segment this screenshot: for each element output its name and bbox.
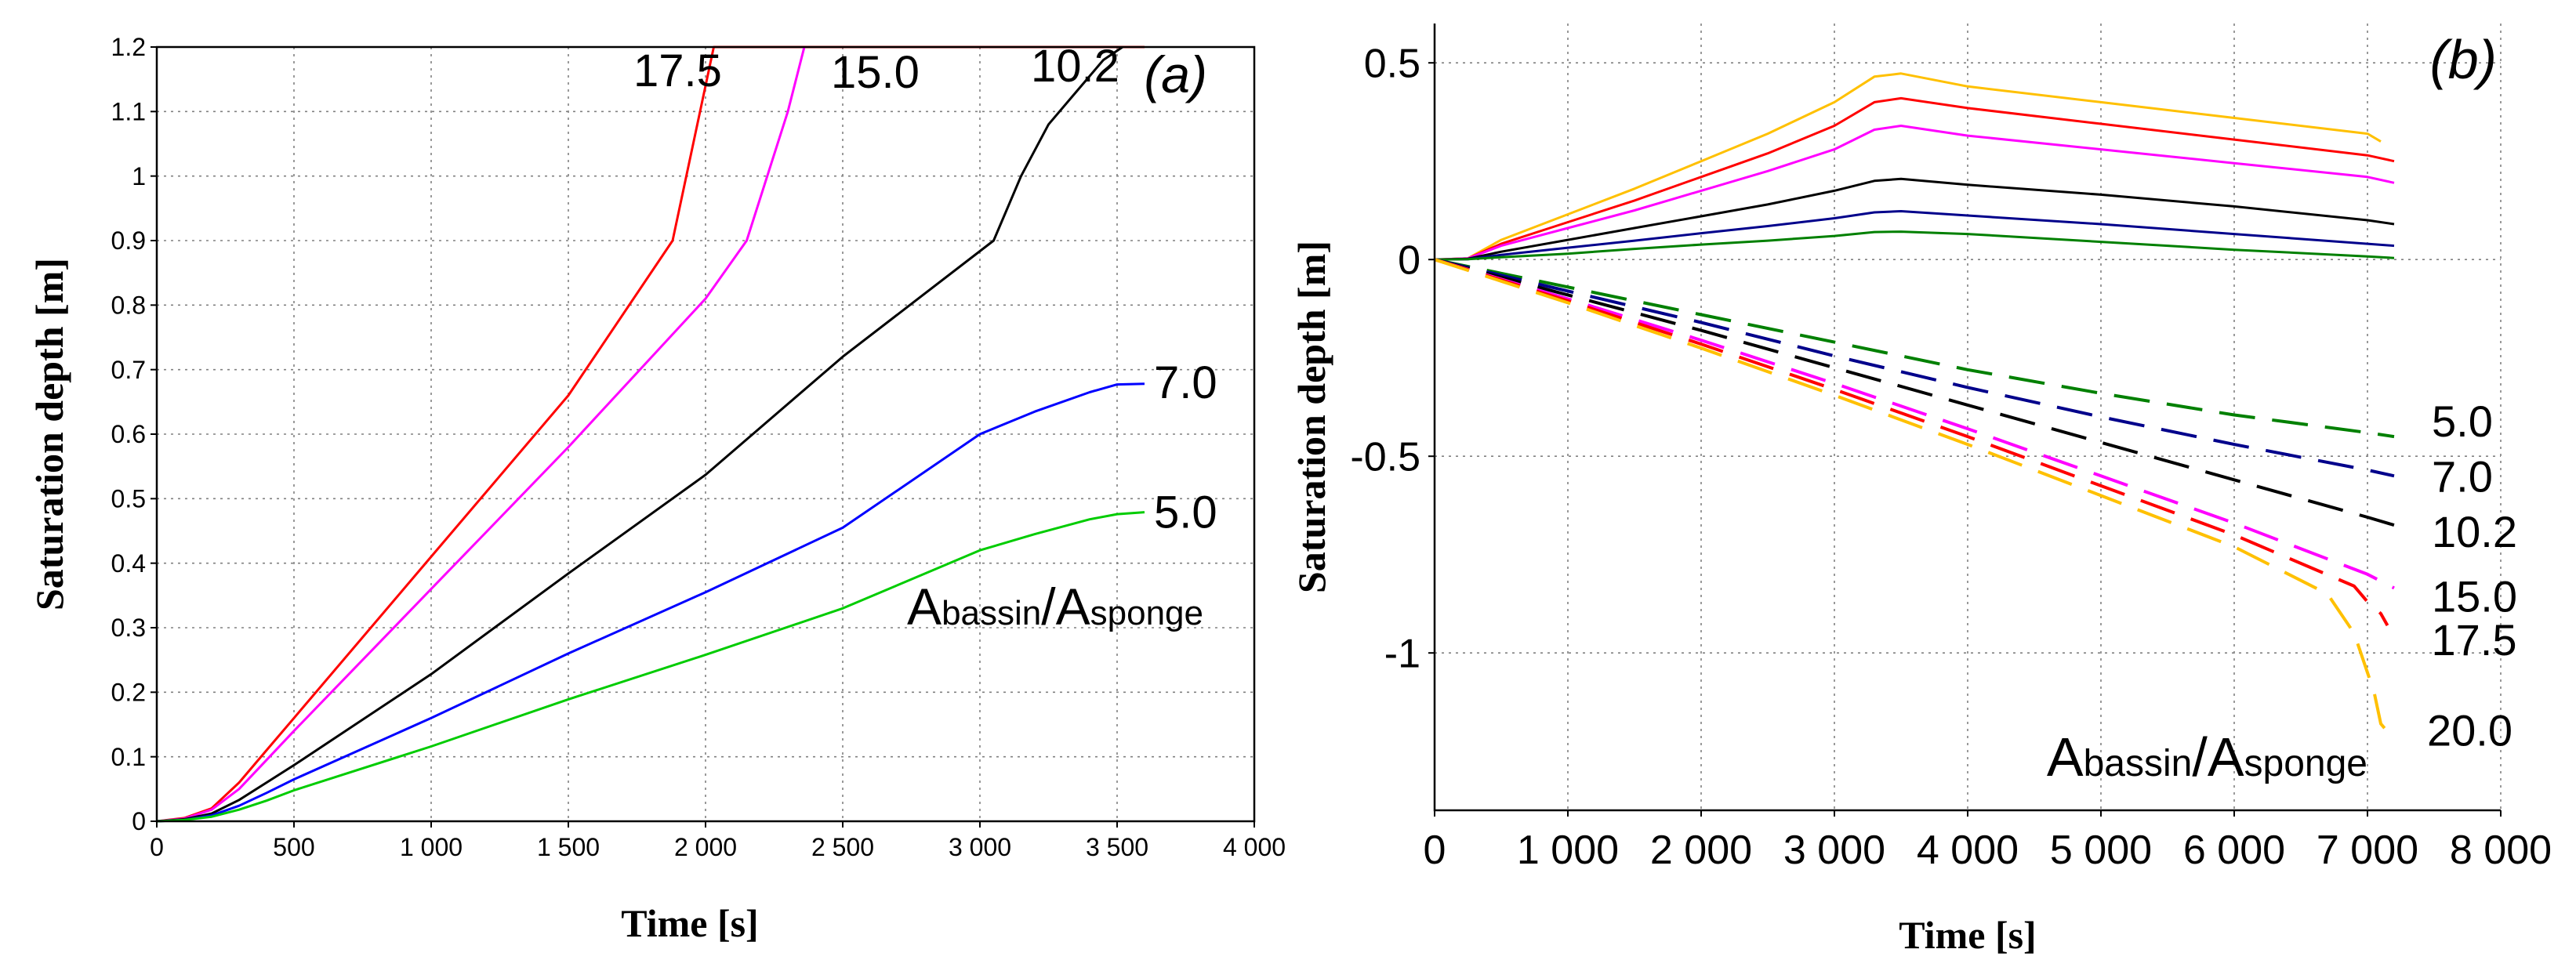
panel-a-series-15-0: [156, 46, 806, 823]
panel-b-x-tick-label: 1 000: [1517, 828, 1619, 873]
legend-a-sub-2: sponge: [1090, 594, 1203, 632]
panel-b-x-tick-label: 0: [1424, 828, 1446, 873]
panel-a-label: (a): [1144, 45, 1207, 103]
panel-b-series-10-2-dashed: [1434, 258, 2395, 527]
panel-a-x-tick-label: 500: [273, 833, 314, 861]
panel-b-series-5-0-dashed: [1434, 258, 2395, 439]
panel-a-y-axis-title: Saturation depth [m]: [27, 258, 71, 610]
panel-a-x-tick-label: 2 500: [811, 833, 874, 861]
legend-a-separator: /: [1041, 578, 1056, 636]
panel-a-x-tick-label: 1 500: [537, 833, 600, 861]
legend-a-main-1: A: [907, 578, 942, 636]
panel-a-y-tick-label: 0.5: [111, 485, 146, 513]
panel-b-x-tick-label: 8 000: [2450, 828, 2552, 873]
panel-b: 0 1 000 2 000 3 000 4 000 5 000 6 000 7 000 8 00…: [1290, 24, 2552, 957]
panel-b-curve-label: 10.2: [2432, 507, 2517, 556]
panel-b-series-solid-3: [1434, 177, 2395, 261]
panel-a-y-tick-label: 0.7: [111, 356, 146, 384]
panel-b-series-solid-1: [1434, 96, 2395, 261]
panel-b-y-tick-label: 0: [1398, 237, 1420, 283]
panel-a-legend-title: Abassin/Asponge: [907, 578, 1203, 636]
panel-b-x-axis-title: Time [s]: [1899, 913, 2036, 957]
panel-a-y-tick-label: 0.1: [111, 743, 146, 771]
panel-b-curve-label: 5.0: [2432, 397, 2493, 446]
panel-a-y-tick-label: 0.4: [111, 549, 146, 578]
panel-a-series-5-0: [156, 511, 1145, 823]
legend-a-main-2: A: [1056, 578, 1090, 636]
panel-b-y-axis-title: Saturation depth [m]: [1290, 241, 1333, 593]
panel-b-series-17-5-dashed: [1434, 258, 2389, 627]
panel-b-series-7-0-dashed: [1434, 258, 2395, 478]
panel-b-label: (b): [2429, 29, 2497, 90]
panel-b-grid: [1435, 24, 2502, 810]
panel-b-x-tick-label: 2 000: [1650, 828, 1752, 873]
panel-a-x-tick-label: 3 000: [949, 833, 1011, 861]
panel-b-y-tick-label: -1: [1384, 631, 1420, 676]
panel-a-curve-label: 5.0: [1154, 487, 1217, 538]
panel-a-curve-label: 15.0: [831, 47, 920, 98]
panel-b-curve-label: 20.0: [2427, 706, 2513, 755]
panel-b-x-tick-label: 3 000: [1783, 828, 1885, 873]
panel-a-x-tick-label: 0: [150, 833, 164, 861]
panel-a-curves: [156, 45, 1145, 823]
panel-a-x-tick-label: 4 000: [1223, 833, 1286, 861]
panel-a-curve-labels: 17.5 15.0 10.2 7.0 5.0: [633, 41, 1217, 538]
panel-a-y-tick-label: 0.6: [111, 420, 146, 448]
panel-a: 0 500 1 000 1 500 2 000 2 500 3 000 3 500 4 000 …: [27, 33, 1286, 945]
panel-b-x-tick-label: 7 000: [2317, 828, 2418, 873]
panel-b-series-solid-4: [1434, 210, 2395, 261]
panel-b-curves: [1434, 72, 2396, 741]
legend-b-main-2: A: [2208, 726, 2244, 788]
panel-a-y-tick-label: 1.1: [111, 98, 146, 126]
panel-a-series-10-2: [156, 45, 1123, 823]
panel-b-legend-title: Abassin/Asponge: [2047, 726, 2367, 788]
panel-a-y-ticks: 0 0.1 0.2 0.3 0.4 0.5 0.6 0.7 0.8 0.9 1 1.1 1.2: [111, 33, 157, 835]
panel-a-grid: [157, 46, 1255, 821]
panel-b-x-tick-label: 4 000: [1917, 828, 2019, 873]
panel-a-x-tick-label: 1 000: [400, 833, 463, 861]
panel-b-series-solid-5: [1434, 230, 2395, 261]
legend-b-sub-1: bassin: [2084, 743, 2193, 784]
legend-b-main-1: A: [2047, 726, 2084, 788]
panel-b-x-tick-label: 5 000: [2050, 828, 2152, 873]
panel-b-curve-label: 7.0: [2432, 451, 2493, 501]
panel-a-x-ticks: 0 500 1 000 1 500 2 000 2 500 3 000 3 500 4 000: [150, 821, 1286, 861]
panel-a-y-tick-label: 0: [132, 807, 146, 835]
panel-a-curve-label: 10.2: [1031, 41, 1119, 92]
panel-a-series-7-0: [156, 382, 1145, 823]
panel-b-y-tick-label: 0.5: [1364, 41, 1420, 86]
legend-b-separator: /: [2192, 726, 2208, 788]
panel-b-y-tick-label: -0.5: [1350, 434, 1420, 480]
panel-a-x-tick-label: 3 500: [1086, 833, 1148, 861]
panel-a-y-tick-label: 1.2: [111, 33, 146, 61]
panel-b-frame: [1433, 24, 2501, 812]
panel-a-x-tick-label: 2 000: [674, 833, 737, 861]
panel-b-series-20-0-dashed: [1434, 258, 2396, 741]
legend-a-sub-1: bassin: [942, 594, 1041, 632]
panel-a-curve-label: 7.0: [1154, 357, 1217, 408]
panel-b-curve-label: 17.5: [2432, 615, 2517, 665]
panel-b-series-15-0-dashed: [1434, 258, 2395, 590]
panel-b-curve-labels: 5.0 7.0 10.2 15.017.5 20.0: [2427, 397, 2517, 755]
panel-a-y-tick-label: 0.8: [111, 292, 146, 320]
panel-b-series-solid-2: [1434, 125, 2395, 261]
panel-a-y-tick-label: 1: [132, 162, 146, 190]
legend-b-sub-2: sponge: [2244, 743, 2367, 784]
panel-a-x-axis-title: Time [s]: [621, 901, 758, 945]
panel-b-x-tick-label: 6 000: [2183, 828, 2285, 873]
panel-b-x-ticks: 0 1 000 2 000 3 000 4 000 5 000 6 000 7 000 8 00…: [1424, 810, 2552, 873]
panel-b-y-ticks: 0.5 0 -0.5 -1: [1350, 41, 1435, 676]
panel-a-y-tick-label: 0.2: [111, 679, 146, 707]
panel-b-curve-label: 15.0: [2432, 571, 2517, 621]
panel-a-y-tick-label: 0.9: [111, 226, 146, 255]
panel-b-series-solid-0: [1434, 72, 2382, 261]
panel-a-y-tick-label: 0.3: [111, 614, 146, 642]
panel-a-curve-label: 17.5: [633, 45, 722, 96]
